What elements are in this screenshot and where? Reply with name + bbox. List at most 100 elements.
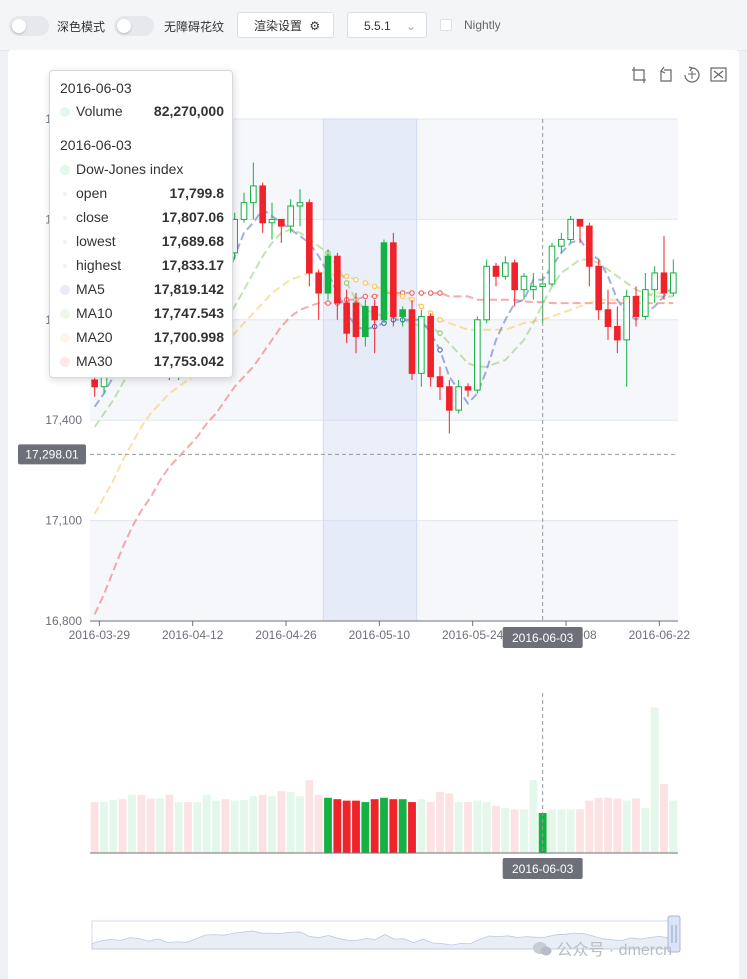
volume-bar[interactable] <box>230 800 239 853</box>
candle[interactable] <box>343 289 350 344</box>
volume-bar[interactable] <box>604 797 612 853</box>
volume-bar[interactable] <box>641 807 650 853</box>
candle[interactable] <box>390 232 397 327</box>
candle[interactable] <box>268 202 276 240</box>
candle[interactable] <box>586 222 593 287</box>
candle[interactable] <box>558 232 565 253</box>
dark-mode-toggle[interactable] <box>9 16 49 36</box>
volume-bar[interactable] <box>408 802 416 853</box>
volume-bar[interactable] <box>594 797 603 853</box>
volume-bar[interactable] <box>520 809 528 853</box>
candle[interactable] <box>240 192 248 223</box>
volume-bar[interactable] <box>510 809 519 853</box>
volume-bar[interactable] <box>632 798 640 853</box>
volume-bar[interactable] <box>436 791 444 853</box>
candle[interactable] <box>642 272 649 320</box>
volume-bar[interactable] <box>585 800 594 853</box>
candle[interactable] <box>474 316 481 394</box>
volume-bar[interactable] <box>380 797 388 853</box>
volume-bar[interactable] <box>118 799 127 853</box>
volume-bar[interactable] <box>370 799 379 853</box>
volume-bar[interactable] <box>669 800 678 853</box>
candle[interactable] <box>315 269 322 320</box>
volume-bar[interactable] <box>90 802 99 853</box>
candle[interactable] <box>324 249 332 300</box>
candle[interactable] <box>455 380 462 414</box>
candle[interactable] <box>614 306 621 354</box>
volume-bar[interactable] <box>333 799 342 853</box>
volume-bar[interactable] <box>389 799 398 853</box>
volume-bar[interactable] <box>258 794 267 853</box>
volume-bar[interactable] <box>352 800 360 853</box>
volume-bar[interactable] <box>529 780 538 853</box>
volume-bar[interactable] <box>109 799 118 853</box>
candle[interactable] <box>446 380 453 434</box>
volume-bar[interactable] <box>501 807 510 853</box>
render-settings-button[interactable]: 渲染设置 ⚙ <box>237 12 334 38</box>
chart-toolbox[interactable] <box>632 66 727 83</box>
volume-bar[interactable] <box>576 809 584 853</box>
nightly-checkbox[interactable] <box>440 19 452 31</box>
volume-bar[interactable] <box>305 780 314 853</box>
candle[interactable] <box>502 256 509 280</box>
volume-bar[interactable] <box>137 794 146 853</box>
candle[interactable] <box>259 182 266 233</box>
volume-bar[interactable] <box>398 799 407 853</box>
volume-bar[interactable] <box>165 794 174 853</box>
version-select[interactable]: 5.5.1 ⌄ <box>347 12 427 38</box>
volume-bar[interactable] <box>426 802 435 853</box>
candle[interactable] <box>334 252 341 320</box>
volume-bar[interactable] <box>202 794 211 853</box>
candle[interactable] <box>418 309 425 387</box>
volume-bar[interactable] <box>184 802 192 853</box>
candle[interactable] <box>352 293 360 354</box>
zoom-icon[interactable] <box>632 67 646 83</box>
candle[interactable] <box>660 236 668 300</box>
candle[interactable] <box>520 272 528 300</box>
volume-bar[interactable] <box>613 798 622 853</box>
data-zoom-slider[interactable] <box>91 915 681 953</box>
candle[interactable] <box>632 286 640 327</box>
volume-bar[interactable] <box>454 802 463 853</box>
zoom-reset-icon[interactable] <box>660 66 672 82</box>
candle[interactable] <box>371 299 378 354</box>
candle[interactable] <box>567 216 574 243</box>
volume-bar[interactable] <box>622 800 631 853</box>
volume-bar[interactable] <box>548 809 556 853</box>
candle[interactable] <box>492 262 500 287</box>
candle[interactable] <box>623 289 630 387</box>
candle[interactable] <box>287 199 294 233</box>
volume-bar[interactable] <box>286 791 295 853</box>
volume-bar[interactable] <box>314 794 323 853</box>
candle[interactable] <box>651 266 658 304</box>
candle[interactable] <box>511 259 518 307</box>
candle[interactable] <box>548 242 556 287</box>
volume-bar[interactable] <box>193 802 202 853</box>
save-image-icon[interactable] <box>710 67 727 82</box>
volume-bar[interactable] <box>660 783 668 853</box>
candle[interactable] <box>250 162 257 220</box>
volume-bar[interactable] <box>249 796 258 853</box>
volume-bar[interactable] <box>268 796 276 853</box>
candle[interactable] <box>436 366 444 401</box>
volume-bar[interactable] <box>156 798 164 853</box>
volume-bar[interactable] <box>128 794 136 853</box>
candle[interactable] <box>380 239 388 324</box>
candle[interactable] <box>427 313 434 387</box>
a11y-pattern-toggle[interactable] <box>114 16 154 36</box>
volume-bar[interactable] <box>557 809 566 853</box>
volume-bar[interactable] <box>277 791 286 853</box>
volume-bar[interactable] <box>100 802 108 853</box>
volume-bar[interactable] <box>650 707 659 853</box>
candle[interactable] <box>306 199 313 287</box>
volume-bar[interactable] <box>221 799 230 853</box>
data-zoom-handle[interactable] <box>667 915 681 953</box>
candle[interactable] <box>604 289 612 340</box>
volume-bar[interactable] <box>492 805 500 853</box>
volume-bars[interactable] <box>90 707 678 854</box>
volume-bar[interactable] <box>342 800 351 853</box>
volume-bar[interactable] <box>324 797 332 853</box>
volume-bar[interactable] <box>482 802 491 853</box>
volume-bar[interactable] <box>566 809 575 853</box>
volume-bar[interactable] <box>473 800 482 853</box>
